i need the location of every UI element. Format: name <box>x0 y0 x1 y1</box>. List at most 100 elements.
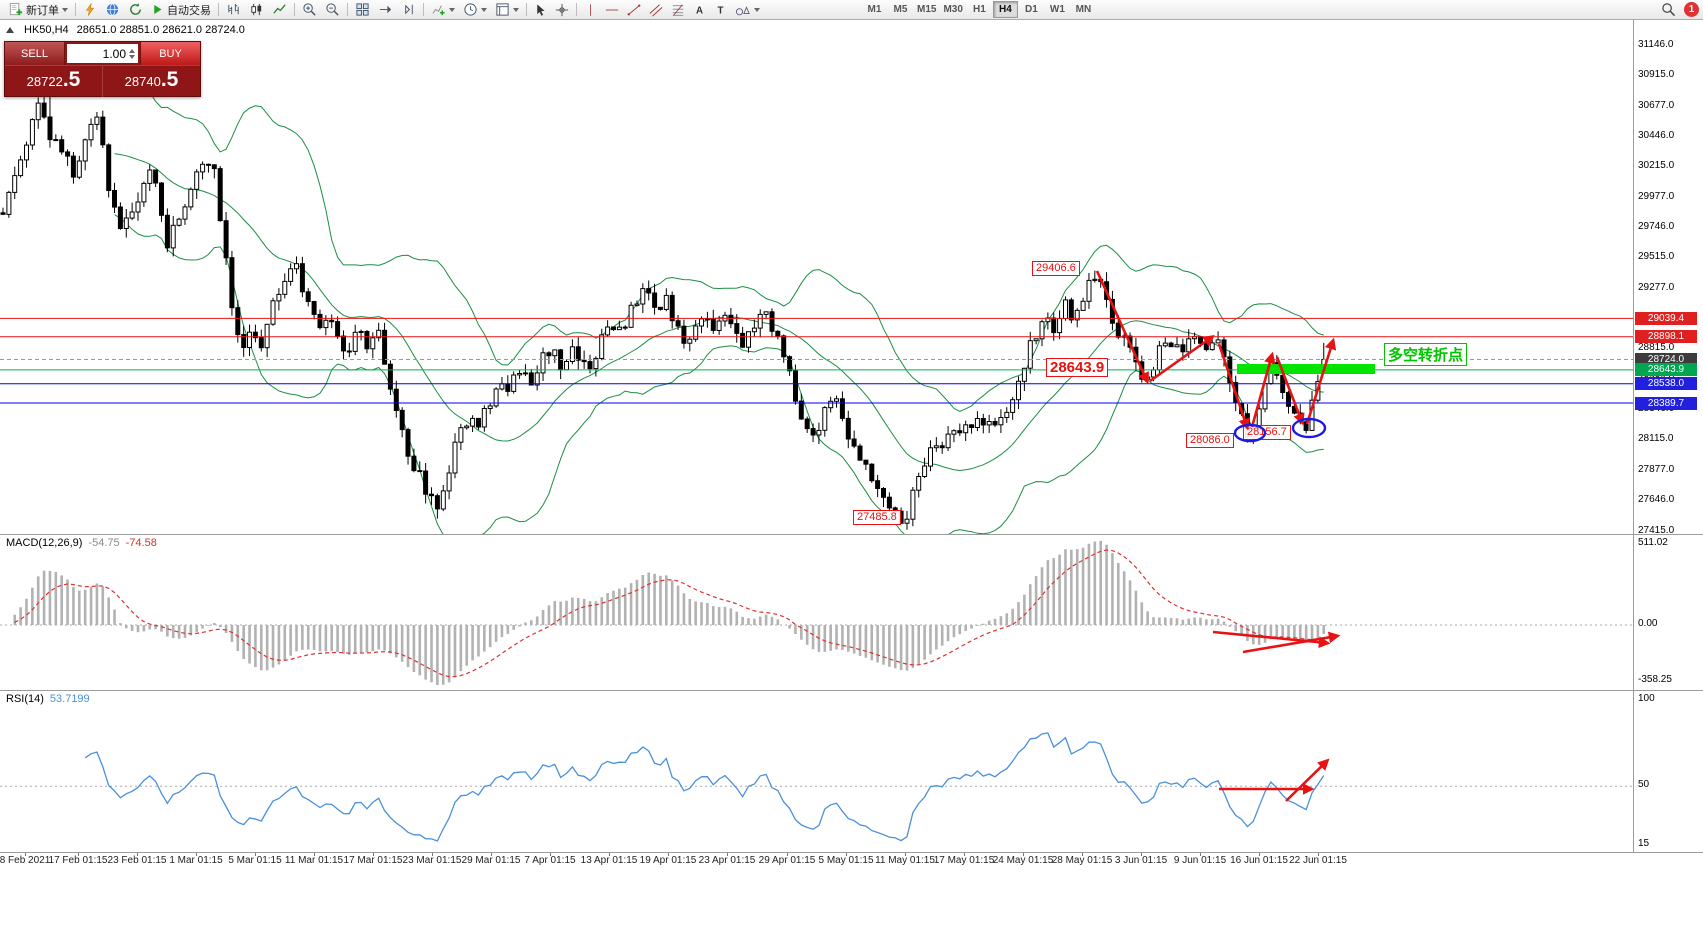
bar-chart-button[interactable] <box>222 1 245 19</box>
price-tick: 29277.0 <box>1638 281 1675 293</box>
timeframe-button-M15[interactable]: M15 <box>914 1 939 18</box>
auto-scroll-icon <box>379 5 392 14</box>
text-button[interactable]: A <box>689 1 710 19</box>
auto-scroll-button[interactable] <box>374 1 397 19</box>
time-axis-label: 8 Feb 2021 <box>0 855 51 866</box>
rsi-panel-canvas[interactable] <box>0 690 1633 852</box>
toolbar-separator <box>218 3 219 16</box>
volume-value: 1.00 <box>102 46 126 61</box>
timeframe-button-MN[interactable]: MN <box>1071 1 1096 18</box>
time-axis-tick <box>196 852 197 856</box>
time-axis-tick <box>609 852 610 856</box>
price-annotation-label: 27485.8 <box>853 510 901 525</box>
clock-icon <box>464 3 477 16</box>
globe-button[interactable] <box>101 1 124 19</box>
candlestick-chart-button[interactable] <box>245 1 268 19</box>
refresh-button[interactable] <box>124 1 147 19</box>
volume-up-icon[interactable] <box>129 48 135 53</box>
indicators-button[interactable] <box>427 1 459 19</box>
sell-price-main: 28722 <box>26 74 63 89</box>
horizontal-line-button[interactable] <box>601 1 623 19</box>
timeframe-button-M30[interactable]: M30 <box>940 1 965 18</box>
timeframe-button-H1[interactable]: H1 <box>967 1 992 18</box>
time-axis-tick <box>1023 852 1024 856</box>
time-axis-label: 29 Mar 01:15 <box>461 855 521 866</box>
time-axis-separator <box>0 852 1703 853</box>
main-chart-canvas[interactable] <box>0 20 1633 534</box>
panel-separator[interactable] <box>0 690 1703 691</box>
auto-trading-label: 自动交易 <box>167 4 211 17</box>
channel-button[interactable] <box>645 1 667 19</box>
search-button[interactable] <box>1657 1 1680 19</box>
time-axis-label: 17 May 01:15 <box>933 855 995 866</box>
magnifier-icon <box>1662 3 1676 17</box>
quick-order-button[interactable] <box>79 1 101 19</box>
sell-button[interactable]: SELL <box>5 42 65 65</box>
chart-shift-button[interactable] <box>397 1 420 19</box>
text-a-icon: A <box>696 5 703 16</box>
new-order-button[interactable]: 新订单 <box>4 1 72 19</box>
panel-separator[interactable] <box>0 534 1703 535</box>
vertical-line-icon <box>590 3 591 16</box>
macd-scale-max: 511.02 <box>1638 537 1668 548</box>
price-line-label: 28389.7 <box>1635 396 1697 410</box>
time-axis-label: 28 May 01:15 <box>1051 855 1113 866</box>
timeframe-group: M1 M5 M15 M30 H1 H4 D1 W1 MN <box>862 1 1096 18</box>
timeframe-button-W1[interactable]: W1 <box>1045 1 1070 18</box>
volume-input[interactable]: 1.00 <box>67 44 138 63</box>
timeframe-button-M5[interactable]: M5 <box>888 1 913 18</box>
fibonacci-button[interactable] <box>667 1 689 19</box>
macd-scale-zero: 0.00 <box>1638 618 1658 629</box>
sell-price-frac: .5 <box>62 68 81 91</box>
macd-panel-canvas[interactable] <box>0 534 1633 690</box>
rsi-indicator-label: RSI(14) 53.7199 <box>6 693 90 705</box>
buy-button[interactable]: BUY <box>140 42 200 65</box>
time-axis-tick <box>1318 852 1319 856</box>
time-axis-tick <box>137 852 138 856</box>
timeframe-button-M1[interactable]: M1 <box>862 1 887 18</box>
periods-button[interactable] <box>459 1 491 19</box>
timeframe-button-D1[interactable]: D1 <box>1019 1 1044 18</box>
price-tick: 28815.0 <box>1638 342 1675 354</box>
time-axis-label: 7 Apr 01:15 <box>524 855 576 866</box>
price-annotation-label: 28643.9 <box>1046 358 1109 377</box>
time-axis-tick <box>550 852 551 856</box>
price-tick: 29515.0 <box>1638 250 1675 262</box>
time-axis-label: 11 Mar 01:15 <box>284 855 344 866</box>
timeframe-button-H4[interactable]: H4 <box>992 1 1018 18</box>
auto-trading-button[interactable]: 自动交易 <box>147 1 215 19</box>
tile-windows-button[interactable] <box>351 1 374 19</box>
caret-down-icon <box>754 7 760 12</box>
chart-shift-icon <box>405 4 413 15</box>
shapes-button[interactable] <box>731 1 764 19</box>
zoom-in-icon <box>303 3 316 16</box>
crosshair-button[interactable] <box>551 1 573 19</box>
toolbar-separator <box>75 3 76 16</box>
buy-price[interactable]: 28740.5 <box>103 66 200 97</box>
trade-panel-top-row: SELL 1.00 BUY <box>5 42 200 65</box>
vertical-line-button[interactable] <box>580 1 601 19</box>
toolbar-separator <box>294 3 295 16</box>
templates-button[interactable] <box>491 1 523 19</box>
ohlc-values: 28651.0 28851.0 28621.0 28724.0 <box>76 24 245 36</box>
template-icon <box>496 3 509 16</box>
turning-point-label: 多空转折点 <box>1384 343 1468 366</box>
zoom-in-button[interactable] <box>298 1 321 19</box>
volume-down-icon[interactable] <box>129 54 135 59</box>
trendline-button[interactable] <box>623 1 645 19</box>
new-order-icon <box>9 2 23 16</box>
text-label-button[interactable]: T <box>710 1 731 19</box>
sell-price[interactable]: 28722.5 <box>5 66 103 97</box>
line-chart-button[interactable] <box>268 1 291 19</box>
one-click-toggle[interactable] <box>6 27 14 33</box>
candlestick-icon <box>251 3 262 16</box>
price-line-label: 28898.1 <box>1635 330 1697 344</box>
cursor-button[interactable] <box>530 1 551 19</box>
macd-scale-min: -358.25 <box>1638 674 1672 685</box>
time-axis-tick <box>432 852 433 856</box>
text-t-icon: T <box>718 5 724 16</box>
notification-badge[interactable]: 1 <box>1684 2 1699 17</box>
zoom-out-button[interactable] <box>321 1 344 19</box>
caret-down-icon <box>481 7 487 12</box>
svg-text:A: A <box>696 5 703 16</box>
